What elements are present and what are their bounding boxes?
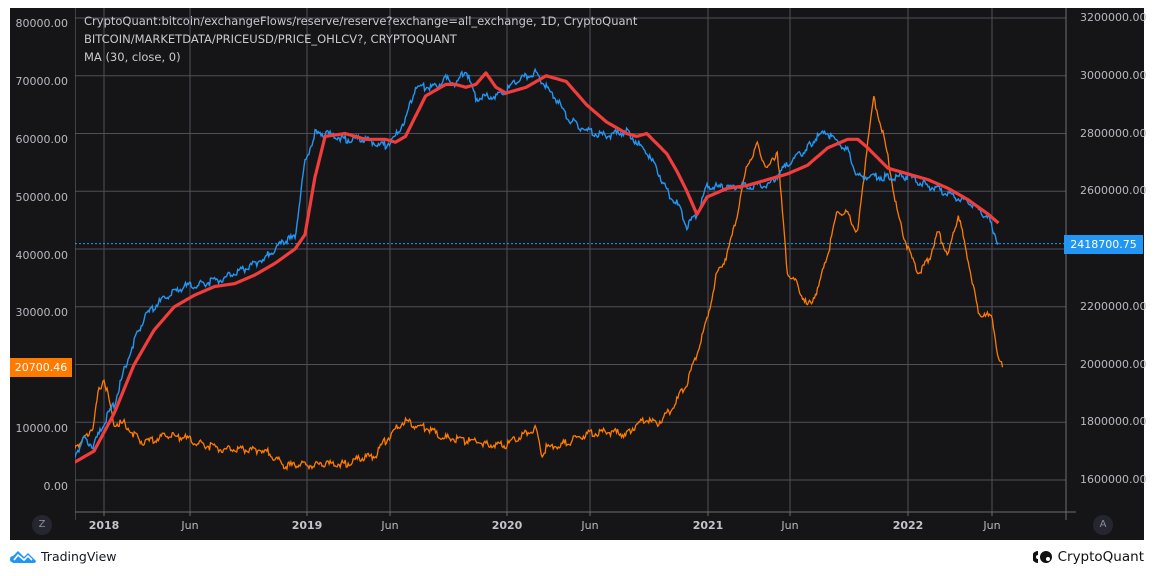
price-last-value-badge: 20700.46	[10, 358, 72, 377]
chart-frame[interactable]	[10, 8, 1144, 540]
time-axis-tick: 2020	[491, 519, 523, 532]
right-axis-tick: 3200000.00	[1080, 11, 1147, 24]
right-axis-tick: 2600000.00	[1080, 184, 1147, 198]
right-axis-tick: 1800000.00	[1080, 415, 1147, 429]
right-axis-tick: 3000000.00	[1080, 68, 1147, 82]
time-axis-tick: 2019	[291, 519, 323, 532]
price-line	[74, 96, 1003, 469]
time-axis-tick: Jun	[781, 519, 799, 532]
time-axis-tick: Jun	[181, 519, 199, 532]
left-axis-tick: 0.00	[43, 480, 69, 493]
plot-area[interactable]	[10, 8, 1144, 540]
cryptoquant-logo-icon	[1032, 551, 1052, 563]
time-axis-tick: 2022	[892, 519, 924, 532]
chart-legend: CryptoQuant:bitcoin/exchangeFlows/reserv…	[84, 12, 637, 66]
legend-ma-indicator[interactable]: MA (30, close, 0)	[84, 50, 181, 64]
tradingview-cloud-icon	[10, 550, 36, 563]
legend-price-series[interactable]: BITCOIN/MARKETDATA/PRICEUSD/PRICE_OHLCV?…	[84, 32, 457, 46]
right-axis-tick: 1600000.00	[1080, 473, 1147, 486]
legend-reserve-series[interactable]: CryptoQuant:bitcoin/exchangeFlows/reserv…	[84, 14, 638, 28]
right-axis-tick: 2200000.00	[1080, 299, 1147, 313]
reserve-last-value-badge: 2418700.75	[1064, 235, 1143, 254]
right-axis-tick: 2000000.00	[1080, 357, 1147, 371]
right-axis-tick: 2800000.00	[1080, 126, 1147, 140]
reserve-line	[74, 69, 999, 458]
moving-average-line	[74, 73, 999, 463]
left-axis-tick: 70000.00	[15, 74, 69, 88]
tradingview-label: TradingView	[41, 549, 117, 564]
time-axis-tick: Jun	[381, 519, 399, 532]
left-axis-tick: 80000.00	[15, 17, 69, 30]
tradingview-branding[interactable]: TradingView	[10, 549, 117, 564]
cryptoquant-branding[interactable]: CryptoQuant	[1032, 549, 1144, 565]
zoom-reset-button[interactable]: Z	[32, 515, 52, 535]
cryptoquant-label: CryptoQuant	[1057, 549, 1144, 565]
left-axis-tick: 50000.00	[15, 190, 69, 204]
time-axis-tick: Jun	[581, 519, 599, 532]
left-axis-tick: 60000.00	[15, 132, 69, 146]
left-axis-tick: 30000.00	[15, 306, 69, 320]
left-axis-tick: 40000.00	[15, 248, 69, 262]
time-axis-tick: 2018	[88, 519, 120, 532]
auto-scale-button[interactable]: A	[1093, 515, 1113, 535]
time-axis-tick: Jun	[983, 519, 1001, 532]
time-axis-tick: 2021	[692, 519, 724, 532]
left-axis-tick: 10000.00	[15, 422, 69, 436]
